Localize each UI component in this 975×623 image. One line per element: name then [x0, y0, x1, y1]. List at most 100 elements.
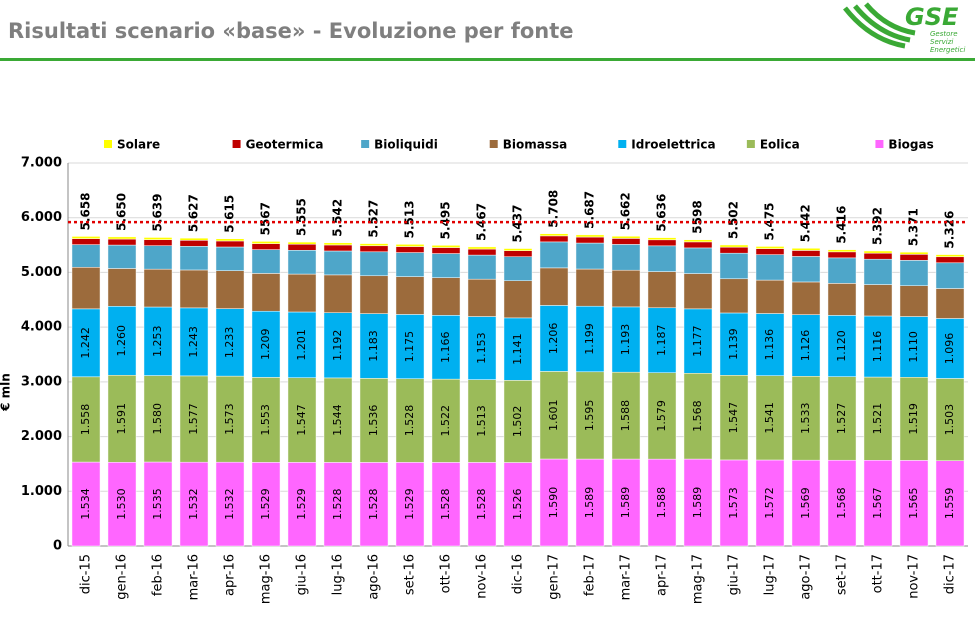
- bar-segment: [143, 245, 173, 270]
- logo-swoosh: [843, 2, 916, 49]
- y-tick-label: 3.000: [21, 374, 62, 389]
- x-tick-label: dic-16: [511, 554, 526, 594]
- data-label: 1.530: [115, 488, 128, 519]
- y-tick-label: 6.000: [21, 210, 62, 225]
- bar-segment: [107, 374, 137, 463]
- bar-segment: [143, 239, 173, 246]
- bar-segment: [791, 376, 821, 461]
- data-label: 1.536: [367, 405, 380, 437]
- legend-swatch: [361, 140, 370, 148]
- bar-segment: [395, 378, 425, 463]
- bar-segment: [575, 305, 605, 373]
- bar-segment: [719, 312, 749, 376]
- data-label: 1.588: [619, 400, 632, 432]
- logo: GSE Gestore Servizi Energetici: [843, 2, 965, 54]
- bar-segment: [647, 239, 677, 247]
- bar-segment: [251, 243, 281, 250]
- bar-segment: [323, 462, 353, 547]
- total-label: 5.502: [727, 201, 741, 239]
- y-tick-label: 2.000: [21, 429, 62, 444]
- total-label: 5.416: [835, 206, 849, 244]
- bar-segment: [431, 245, 461, 248]
- data-label: 1.568: [691, 400, 704, 432]
- bar-segment: [503, 462, 533, 547]
- bar-segment: [179, 269, 209, 309]
- bar-segment: [215, 375, 245, 463]
- data-label: 1.526: [511, 489, 524, 521]
- bar-segment: [755, 279, 785, 314]
- data-label: 1.573: [727, 487, 740, 519]
- bar-segment: [179, 307, 209, 377]
- data-label: 1.532: [223, 488, 236, 520]
- legend-label: Biogas: [888, 138, 933, 152]
- bar-segment: [683, 273, 713, 310]
- legend-swatch: [746, 140, 755, 148]
- bar-segment: [467, 248, 497, 256]
- data-label: 1.591: [115, 403, 128, 435]
- y-tick-label: 0: [53, 539, 62, 554]
- data-label: 1.529: [295, 488, 308, 519]
- bar-segment: [611, 244, 641, 271]
- bar-segment: [539, 241, 569, 269]
- bar-segment: [647, 307, 677, 373]
- data-label: 1.177: [691, 325, 704, 357]
- y-tick-label: 5.000: [21, 265, 62, 280]
- bar-segment: [791, 256, 821, 283]
- x-tick-label: apr-16: [223, 554, 238, 596]
- bar-segment: [215, 240, 245, 248]
- y-tick-label: 1.000: [21, 484, 62, 499]
- data-label: 1.233: [223, 327, 236, 359]
- bar-segment: [251, 273, 281, 312]
- bar-segment: [935, 460, 965, 547]
- data-label: 1.547: [295, 404, 308, 436]
- total-label: 5.658: [79, 192, 93, 230]
- y-axis-label: € mln: [0, 373, 13, 412]
- bar-segment: [755, 254, 785, 281]
- bar-segment: [503, 380, 533, 463]
- data-label: 1.201: [295, 329, 308, 361]
- total-label: 5.527: [367, 200, 381, 238]
- x-tick-label: mar-16: [187, 554, 202, 600]
- data-label: 1.521: [871, 403, 884, 435]
- bar-segment: [539, 305, 569, 372]
- data-label: 1.558: [79, 404, 92, 436]
- bar-segment: [467, 379, 497, 463]
- bar-segment: [863, 315, 893, 378]
- bar-segment: [611, 306, 641, 373]
- bar-segment: [539, 233, 569, 237]
- x-tick-label: giu-17: [727, 554, 742, 595]
- data-label: 1.528: [475, 488, 488, 519]
- bar-segment: [683, 373, 713, 460]
- total-label: 5.442: [799, 204, 813, 242]
- data-label: 1.579: [655, 400, 668, 432]
- bar-segment: [359, 462, 389, 547]
- y-tick-label: 4.000: [21, 320, 62, 335]
- bar-segment: [611, 238, 641, 245]
- bar-segment: [395, 314, 425, 379]
- logo-tagline: Gestore: [930, 30, 958, 38]
- data-label: 1.528: [331, 488, 344, 519]
- data-label: 1.533: [799, 402, 812, 434]
- total-label: 5.495: [439, 201, 453, 239]
- bar-segment: [467, 462, 497, 547]
- x-tick-label: lug-16: [331, 554, 346, 595]
- data-label: 1.183: [367, 330, 380, 362]
- bar-segment: [863, 284, 893, 317]
- data-label: 1.553: [259, 404, 272, 436]
- bar-segment: [503, 250, 533, 257]
- x-tick-label: nov-16: [475, 554, 490, 599]
- bar-segment: [287, 250, 317, 275]
- x-tick-label: ott-17: [871, 554, 886, 593]
- bar-segment: [503, 248, 533, 251]
- bar-segment: [791, 250, 821, 257]
- data-label: 1.116: [871, 331, 884, 363]
- bar-segment: [323, 242, 353, 246]
- data-label: 1.502: [511, 406, 524, 438]
- bar-segment: [503, 280, 533, 319]
- bar-segment: [899, 260, 929, 286]
- bar-segment: [935, 262, 965, 289]
- bar-segment: [575, 236, 605, 244]
- legend-label: Idroelettrica: [631, 138, 715, 152]
- total-label: 5.467: [475, 203, 489, 241]
- bar-segment: [611, 371, 641, 460]
